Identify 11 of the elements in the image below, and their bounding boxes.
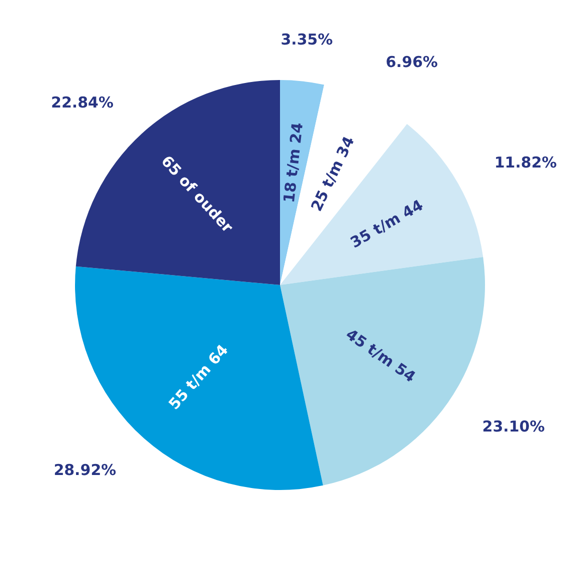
pie-slice [280, 124, 484, 285]
pie-slice [280, 256, 485, 486]
data-label: 3.35% [280, 30, 333, 48]
data-label: 11.82% [494, 153, 557, 172]
slice-label: 45 t/m 54 [342, 325, 419, 386]
data-label: 6.96% [386, 52, 438, 71]
data-label: 28.92% [54, 460, 116, 479]
slice-label: 18 t/m 24 [280, 122, 307, 204]
slice-label: 55 t/m 64 [164, 340, 232, 414]
data-label: 22.84% [51, 94, 114, 112]
data-label: 23.10% [482, 418, 545, 436]
